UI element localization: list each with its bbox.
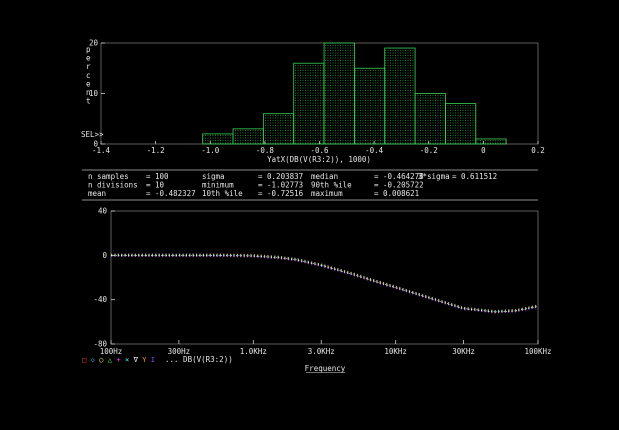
stat-value: = -0.482327 [146, 189, 196, 198]
bode-frame [110, 210, 539, 345]
monte-carlo-trace [111, 254, 539, 313]
legend-marker: Y [142, 356, 147, 364]
legend-trace-name: ... DB(V(R3:2)) [165, 355, 233, 364]
y-tick-label: -80 [93, 340, 107, 349]
x-tick-label: -0.8 [256, 146, 275, 155]
x-tick-label: 100KHz [524, 347, 551, 356]
x-tick-label: 30KHz [452, 347, 475, 356]
stat-value: = 10 [146, 180, 165, 189]
x-tick-label: -1.4 [92, 146, 111, 155]
histogram-y-ticks: 0 10 20 [89, 39, 105, 149]
stat-label: sigma [202, 172, 225, 181]
y-tick-label: 40 [98, 207, 108, 216]
sel-marker: SEL>> [81, 130, 104, 139]
x-tick-label: 100Hz [100, 347, 123, 356]
x-tick-label: -1.0 [201, 146, 220, 155]
histogram-bar [293, 62, 325, 145]
x-tick-label: -0.6 [310, 146, 329, 155]
nominal-trace [111, 255, 539, 313]
legend-marker: △ [108, 356, 113, 364]
x-tick-label: 1.0KHz [240, 347, 267, 356]
histogram-bar [232, 128, 264, 145]
legend-marker: + [116, 356, 120, 364]
stat-label: 90th %ile [311, 180, 352, 189]
stat-label: n divisions [88, 180, 138, 189]
statistics-table: n samples = 100 sigma = 0.203837 median = -0.… [82, 169, 538, 201]
trace-legend[interactable]: □ ◇ ○ △ + × ∇ Y I ... DB(V(R3:2)) [82, 355, 233, 364]
monte-carlo-trace [111, 255, 539, 313]
legend-marker: ◇ [91, 356, 96, 364]
stat-value: = 0.203837 [258, 172, 303, 181]
stat-label: maximum [311, 189, 343, 198]
histogram-bar [384, 47, 416, 145]
legend-marker: ∇ [133, 356, 139, 364]
stat-label: 10th %ile [202, 189, 243, 198]
x-tick-label: -1.2 [147, 146, 165, 155]
legend-marker: × [125, 356, 129, 364]
x-tick-label: 3.0KHz [308, 347, 335, 356]
stat-value: = -1.02773 [258, 180, 303, 189]
x-tick-label: 10KHz [384, 347, 407, 356]
stat-value: = 0.611512 [452, 172, 497, 181]
x-tick-label: 300Hz [168, 347, 191, 356]
stat-value: = 100 [146, 172, 169, 181]
histogram-bar [262, 113, 295, 145]
y-tick-label: -40 [93, 295, 107, 304]
bode-trace [111, 253, 539, 314]
bode-x-axis-title: Frequency [305, 364, 346, 373]
stat-label: n samples [88, 172, 129, 181]
histogram-bar [323, 42, 355, 145]
stat-value: = -0.464278 [374, 172, 424, 181]
x-tick-label: 0 [481, 146, 486, 155]
histogram-bar [202, 133, 234, 145]
monte-carlo-trace [111, 254, 539, 312]
legend-marker: ○ [99, 356, 103, 364]
stat-label: minimum [202, 180, 234, 189]
x-tick-label: -0.2 [420, 146, 438, 155]
stat-label: median [311, 172, 338, 181]
y-tick-label: 10 [89, 89, 99, 98]
x-tick-label: 0.2 [531, 146, 545, 155]
histogram-x-ticks: -1.4 -1.2 -1.0 -0.8 -0.6 -0.4 -0.2 0 0.2 [92, 141, 545, 155]
stat-value: = 0.008621 [374, 189, 419, 198]
y-tick-label: 20 [89, 39, 99, 48]
stat-label: 3*sigma [418, 172, 450, 181]
monte-carlo-trace [111, 254, 539, 312]
histogram-bars [202, 42, 507, 145]
stat-value: = -0.205722 [374, 180, 424, 189]
histogram-bar [354, 67, 386, 145]
y-tick-label: 0 [102, 251, 107, 260]
histogram-bar [414, 93, 446, 145]
y-tick-label: 0 [93, 140, 98, 149]
histogram-bar [445, 103, 477, 145]
monte-carlo-trace [111, 253, 539, 311]
histogram-plot[interactable]: 0 10 20 -1.4 -1.2 -1.0 -0.8 -0.6 -0.4 -0.2 0 0.2 [89, 39, 545, 156]
legend-markers: □ ◇ ○ △ + × ∇ Y I [82, 356, 155, 364]
histogram-x-axis-title: YatX(DB(V(R3:2)), 1000) [267, 155, 371, 164]
legend-marker: I [151, 356, 155, 364]
legend-marker: □ [82, 356, 86, 364]
stat-label: mean [88, 189, 106, 198]
monte-carlo-trace [111, 253, 539, 311]
stat-value: = -0.72516 [258, 189, 304, 198]
histogram-bar [475, 138, 507, 145]
x-tick-label: -0.4 [365, 146, 384, 155]
